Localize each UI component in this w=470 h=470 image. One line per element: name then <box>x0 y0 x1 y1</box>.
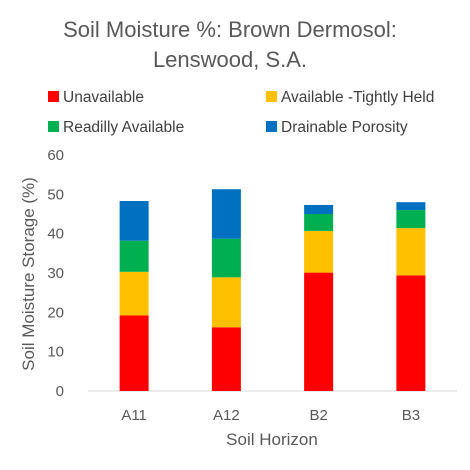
bar-available-tightly-held-b2 <box>304 230 334 273</box>
y-tick-label: 30 <box>47 265 64 282</box>
bar-readilly-available-a12 <box>211 238 241 278</box>
chart-title-line-1: Soil Moisture %: Brown Dermosol: <box>63 17 397 42</box>
bar-drainable-porosity-b3 <box>396 202 426 211</box>
x-tick-label: A11 <box>121 407 147 424</box>
legend-label-unavailable: Unavailable <box>63 89 144 106</box>
bar-unavailable-b2 <box>304 272 334 391</box>
x-axis-label: Soil Horizon <box>226 430 318 449</box>
x-tick-label: A12 <box>213 407 240 424</box>
legend-swatch-unavailable <box>48 91 59 102</box>
bar-unavailable-b3 <box>396 275 426 391</box>
bar-unavailable-a11 <box>119 315 149 391</box>
bar-drainable-porosity-a12 <box>211 189 241 239</box>
y-tick-label: 20 <box>47 304 64 321</box>
legend-swatch-drainable-porosity <box>266 121 277 132</box>
bar-readilly-available-b2 <box>304 214 334 231</box>
y-tick-label: 50 <box>47 186 64 203</box>
y-tick-label: 60 <box>47 147 64 164</box>
y-axis-label: Soil Moisture Storage (%) <box>19 177 38 371</box>
y-tick-label: 0 <box>56 383 64 400</box>
bar-readilly-available-a11 <box>119 240 149 272</box>
y-tick-label: 40 <box>47 226 64 243</box>
y-tick-label: 10 <box>47 344 64 361</box>
y-axis-ticks: 0 10 20 30 40 50 60 <box>47 147 64 400</box>
bars <box>119 189 426 391</box>
legend-label-available-tightly-held: Available -Tightly Held <box>281 89 434 106</box>
bar-drainable-porosity-a11 <box>119 201 149 241</box>
bar-available-tightly-held-a11 <box>119 271 149 316</box>
bar-drainable-porosity-b2 <box>304 204 334 214</box>
chart-title-line-2: Lenswood, S.A. <box>153 47 307 72</box>
legend-swatch-available-tightly-held <box>266 91 277 102</box>
x-axis-ticks: A11 A12 B2 B3 <box>121 407 420 424</box>
legend-label-drainable-porosity: Drainable Porosity <box>281 119 408 136</box>
x-tick-label: B2 <box>309 407 327 424</box>
legend-swatch-readilly-available <box>48 121 59 132</box>
bar-available-tightly-held-a12 <box>211 277 241 328</box>
bar-available-tightly-held-b3 <box>396 228 426 276</box>
legend: Unavailable Available -Tightly Held Readil… <box>48 89 434 136</box>
legend-label-readilly-available: Readilly Available <box>63 119 184 136</box>
bar-readilly-available-b3 <box>396 210 426 229</box>
bar-unavailable-a12 <box>211 327 241 391</box>
x-tick-label: B3 <box>402 407 420 424</box>
